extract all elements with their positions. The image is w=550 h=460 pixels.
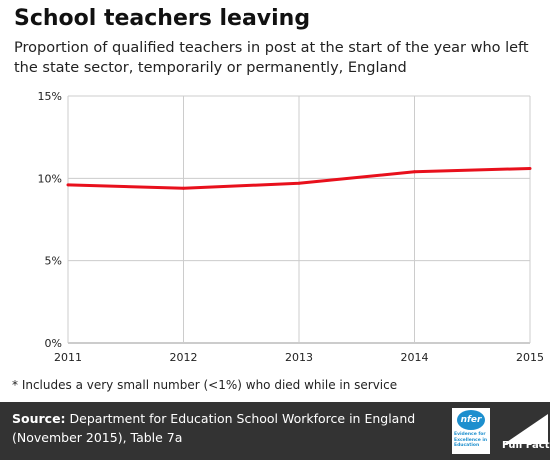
data-point-2015	[528, 166, 532, 170]
nfer-logo: nfer Evidence for Excellence in Educatio…	[452, 408, 490, 454]
x-tick-label-2013: 2013	[285, 351, 313, 364]
y-tick-label-0: 0%	[45, 337, 62, 350]
chart-title: School teachers leaving	[14, 6, 311, 31]
source-label: Source:	[12, 411, 66, 426]
fullfact-logo-icon	[504, 414, 548, 444]
source-text: Department for Education School Workforc…	[12, 411, 416, 445]
fullfact-logo-text: Full Fact	[502, 440, 550, 451]
footer-bar: Source: Department for Education School …	[0, 402, 550, 460]
y-tick-label-10: 10%	[38, 172, 62, 185]
y-tick-label-5: 5%	[45, 255, 62, 268]
x-tick-label-2015: 2015	[516, 351, 544, 364]
y-tick-label-15: 15%	[38, 90, 62, 103]
x-tick-label-2012: 2012	[170, 351, 198, 364]
data-point-2012	[182, 186, 185, 190]
x-tick-label-2014: 2014	[401, 351, 429, 364]
x-tick-label-2011: 2011	[54, 351, 82, 364]
data-point-2014	[413, 170, 416, 174]
footnote: * Includes a very small number (<1%) who…	[12, 378, 398, 392]
source-note: Source: Department for Education School …	[12, 409, 442, 447]
data-point-2013	[297, 181, 301, 185]
nfer-logo-mark: nfer	[457, 410, 485, 430]
nfer-logo-text: Evidence for Excellence in Education	[454, 432, 488, 448]
chart-subtitle: Proportion of qualified teachers in post…	[14, 40, 529, 76]
data-point-2011	[66, 183, 70, 187]
line-chart: 0% 5% 10% 15% 2011 2012 2013 2014 2015	[38, 90, 544, 364]
